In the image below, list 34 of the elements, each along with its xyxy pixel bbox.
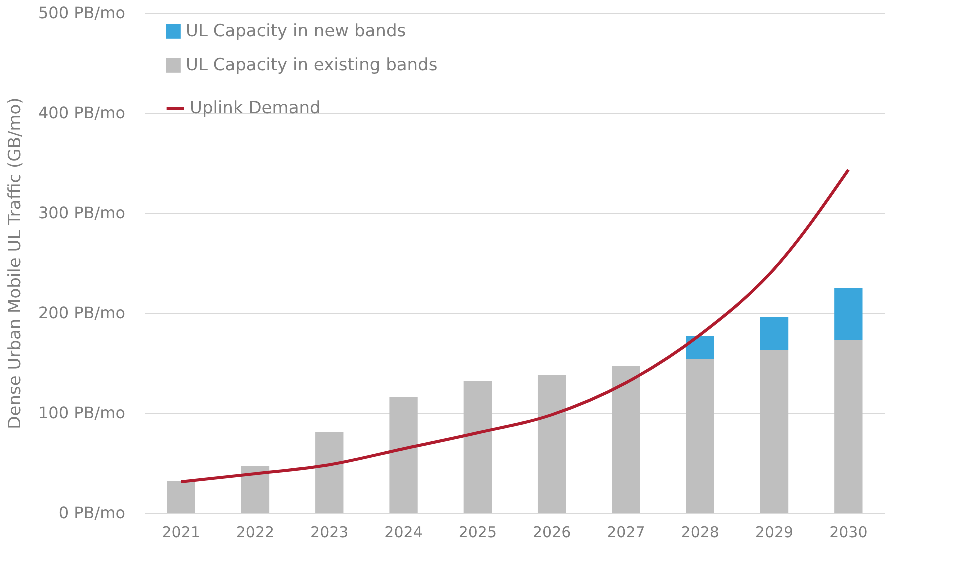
- bar: [390, 397, 418, 513]
- y-axis-title: Dense Urban Mobile UL Traffic (GB/mo): [5, 98, 26, 430]
- bar: [167, 481, 196, 513]
- y-tick-label: 400 PB/mo: [38, 104, 126, 122]
- x-tick-label: 2022: [236, 524, 275, 542]
- y-tick-label: 300 PB/mo: [38, 204, 126, 222]
- bar: [686, 336, 714, 359]
- bar: [760, 350, 789, 513]
- legend-label: UL Capacity in new bands: [186, 22, 406, 42]
- y-tick-label: 200 PB/mo: [38, 304, 126, 322]
- bar: [612, 366, 640, 513]
- x-tick-label: 2024: [384, 524, 423, 542]
- x-tick-label: 2028: [681, 524, 720, 542]
- bar: [316, 432, 344, 513]
- x-tick-label: 2027: [607, 524, 646, 542]
- bar: [834, 340, 863, 513]
- bar: [464, 381, 492, 513]
- bar: [686, 359, 714, 513]
- x-tick-label: 2021: [162, 524, 200, 542]
- x-tick-label: 2023: [310, 524, 349, 542]
- legend-label: UL Capacity in existing bands: [186, 56, 438, 76]
- bar: [538, 375, 566, 513]
- x-tick-label: 2029: [755, 524, 794, 542]
- legend-label: Uplink Demand: [190, 98, 321, 118]
- bar: [760, 317, 789, 350]
- x-tick-label: 2030: [830, 524, 868, 542]
- bar: [834, 288, 863, 340]
- y-tick-label: 100 PB/mo: [38, 404, 126, 422]
- x-tick-label: 2025: [458, 524, 498, 542]
- bar: [241, 466, 270, 513]
- line-series: [180, 168, 850, 484]
- y-tick-label: 0 PB/mo: [58, 504, 126, 522]
- x-tick-label: 2026: [532, 524, 572, 542]
- y-tick-label: 500 PB/mo: [38, 4, 126, 22]
